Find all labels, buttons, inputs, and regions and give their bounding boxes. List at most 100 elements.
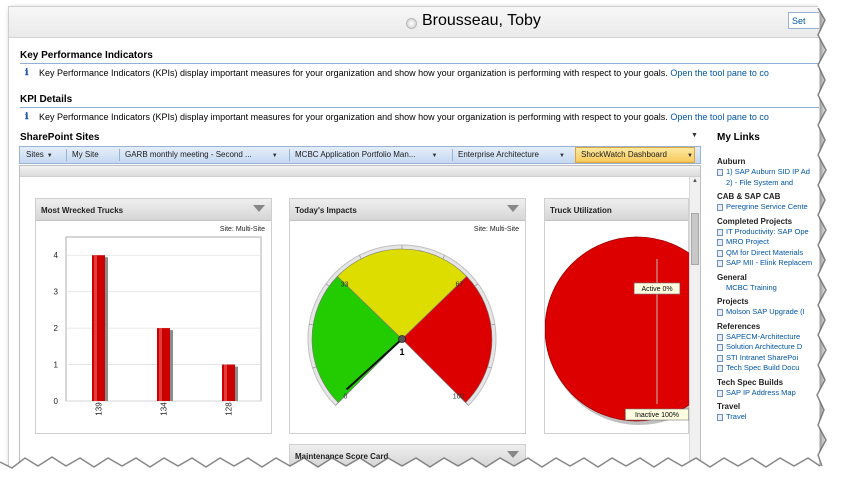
webpart-menu-icon[interactable]: ▼ [691,132,698,139]
kpi-divider [20,63,819,64]
sites-navbar: Sites ▼ My Site GARB monthly meeting - Se… [19,146,701,164]
collapse-arrow-icon[interactable] [507,451,519,458]
my-link-item[interactable]: IT Productivity: SAP Ope [717,227,819,238]
nav-shockwatch-dashboard[interactable]: ShockWatch Dashboard ▼ [581,150,693,159]
kpi-description: Key Performance Indicators (KPIs) displa… [39,68,769,78]
bar-highlight [94,255,97,401]
y-tick-label: 1 [54,361,59,370]
link-group-heading: Completed Projects [717,216,793,226]
bar-highlight [159,328,162,401]
kpi-details-title: KPI Details [20,94,73,105]
my-links-panel: My Links Auburn 1) SAP Auburn SID IP Ad 2)… [717,131,819,485]
chevron-down-icon: ▼ [558,153,565,159]
gauge-tick [335,402,339,406]
settings-button[interactable]: Set [788,12,819,29]
panel-title: Today's Impacts [295,206,357,215]
my-link-item[interactable]: STI Intranet SharePoi [717,353,819,364]
page-link-icon [717,239,723,246]
page-link-icon [717,365,723,372]
page-link-icon [717,333,723,341]
gauge-needle [345,338,403,391]
my-link-item[interactable]: QM for Direct Materials [717,248,819,259]
gauge-tick-label: 100 [453,394,465,401]
pie-data-label: Active 0% [641,286,672,293]
pie-data-label: Inactive 100% [635,412,679,419]
kpi-tool-pane-link[interactable]: Open the tool pane to co [670,68,769,78]
kpi-details-description: Key Performance Indicators (KPIs) displa… [39,112,769,122]
my-link-label: 2) - File System and [726,177,794,187]
my-link-item[interactable]: MRO Project [717,237,819,248]
my-link-label: SAPECM-Architecture [726,331,801,341]
my-link-label: Molson SAP Upgrade (I [726,307,805,316]
content-scrollbar[interactable]: ▲ [689,177,700,484]
link-group-heading: Tech Spec Builds [717,377,784,387]
my-link-item[interactable]: 1) SAP Auburn SID IP Ad [717,167,819,178]
page-link-icon [717,228,723,236]
panel-todays-impacts: Today's Impacts Site: Multi-Site 0 33 67 10… [289,198,526,434]
user-name[interactable]: Brousseau, Toby [422,12,541,29]
gauge-tick [465,402,469,406]
gauge-tick [490,323,495,326]
my-link-label: IT Productivity: SAP Ope [726,226,809,236]
panel-maintenance-score-card: Maintenance Score Card [289,444,526,484]
page-link-icon [717,344,723,351]
nav-mcbc-portfolio[interactable]: MCBC Application Portfolio Man... ▼ [295,150,437,159]
nav-enterprise-architecture[interactable]: Enterprise Architecture ▼ [458,150,565,159]
bar-highlight [224,364,227,401]
nav-my-site[interactable]: My Site [72,150,99,159]
collapse-arrow-icon[interactable] [253,205,265,212]
x-tick-label: 139 [95,402,104,416]
nav-garb-meeting[interactable]: GARB monthly meeting - Second ... ▼ [125,150,278,159]
my-link-label: Travel [726,412,747,421]
my-link-item[interactable]: Tech Spec Build Docu [717,363,819,374]
my-link-item[interactable]: SAPECM-Architecture [717,332,819,343]
bar-chart: 0 1 2 3 4 139 134 128 [54,236,262,416]
nav-sites-label: Sites [26,150,44,159]
gauge-tick [474,283,479,287]
chevron-down-icon: ▼ [271,153,278,159]
my-link-item[interactable]: SAP IP Address Map [717,388,819,399]
scroll-up-icon[interactable]: ▲ [692,178,698,184]
bar [157,328,170,401]
my-link-item[interactable]: Travel [717,412,819,423]
nav-separator [66,149,67,161]
my-link-item[interactable]: MCBC Training [717,283,819,294]
site-label: Site: Multi-Site [473,226,519,233]
scroll-thumb[interactable] [691,213,699,265]
kpi-details-tool-pane-link[interactable]: Open the tool pane to co [670,112,769,122]
content-header-strip [20,166,700,177]
my-link-item[interactable]: Solution Architecture D [717,342,819,353]
y-tick-label: 4 [54,251,59,260]
panel-title: Truck Utilization [550,206,612,215]
my-link-item[interactable]: SAP MII - Elink Replacem [717,258,819,269]
panel-title: Most Wrecked Trucks [41,206,124,215]
panel-header: Today's Impacts [290,199,525,221]
gauge-tick [309,323,314,326]
nav-sites[interactable]: Sites ▼ [26,150,53,159]
gauge-chart: 0 33 67 100 1 [307,244,497,407]
page-link-icon [717,389,723,397]
my-link-label: Tech Spec Build Docu [726,363,800,372]
pie-data-label-box [633,282,681,295]
panel-header: Most Wrecked Trucks [36,199,271,221]
my-link-label: QM for Direct Materials [726,247,804,257]
y-tick-label: 0 [54,397,59,406]
my-link-label: Solution Architecture D [726,342,803,351]
gauge-tick-label: 0 [343,394,347,401]
nav-garb-label: GARB monthly meeting - Second ... [125,150,252,159]
link-group-heading: CAB & SAP CAB [717,192,781,201]
pie-data-label-box [625,408,689,421]
my-link-item[interactable]: 2) - File System and [717,178,819,189]
link-group-heading: Projects [717,297,749,306]
y-tick-label: 3 [54,288,59,297]
top-bar: Brousseau, Toby Set [9,7,819,38]
sharepoint-sites-title: SharePoint Sites [20,132,100,143]
collapse-arrow-icon[interactable] [507,205,519,212]
info-icon: ℹ [25,111,29,121]
chevron-down-icon: ▼ [431,153,438,159]
my-link-item[interactable]: Peregrine Service Cente [717,202,819,213]
gauge-tick [487,366,492,369]
my-link-item[interactable]: Molson SAP Upgrade (I [717,307,819,318]
kpi-details-divider [20,107,819,108]
